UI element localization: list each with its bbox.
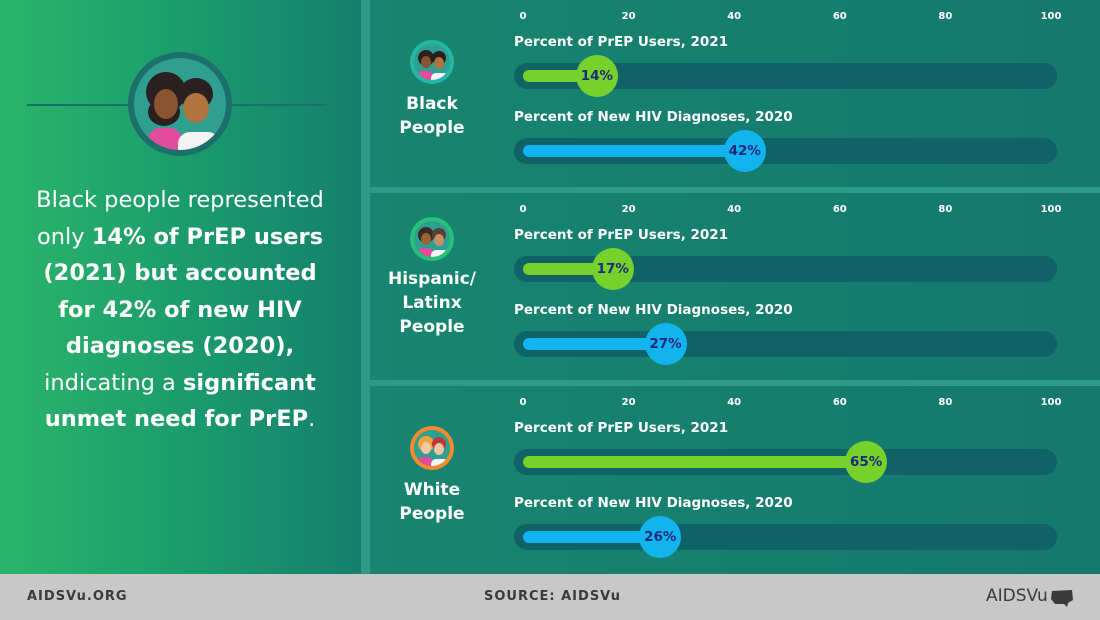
panel-divider [361, 0, 370, 574]
tick-label: 0 [519, 397, 527, 408]
tick-label: 60 [832, 204, 847, 215]
brand-logo: AIDSVu [986, 586, 1048, 606]
hiv-bar [523, 531, 661, 543]
tick-label: 20 [621, 397, 636, 408]
group-label-line: People [399, 317, 465, 337]
tick-label: 40 [727, 204, 742, 215]
tick-label: 100 [1040, 204, 1062, 215]
axis-ticks: 0 20 40 60 80 100 [370, 397, 1100, 411]
tick-label: 100 [1040, 11, 1062, 22]
hiv-value-label: 26% [639, 516, 682, 558]
hiv-bar-track: 42% [514, 130, 1057, 172]
source-text: SOURCE: AIDSVu [484, 589, 622, 604]
hiv-bar [523, 338, 666, 350]
prep-bar [523, 263, 613, 275]
hiv-bar-track: 27% [514, 323, 1057, 365]
tick-label: 0 [519, 204, 527, 215]
us-map-icon [1051, 590, 1073, 607]
group-label-line: White [403, 480, 461, 500]
prep-value-label: 17% [591, 248, 634, 290]
hiv-value-label: 42% [723, 130, 766, 172]
tick-label: 20 [621, 11, 636, 22]
hiv-bar-track: 26% [514, 516, 1057, 558]
axis-ticks: 0 20 40 60 80 100 [370, 11, 1100, 25]
prep-bar [523, 456, 867, 468]
group-label-line: Latinx [402, 293, 462, 313]
prep-bar-title: Percent of PrEP Users, 2021 [514, 34, 729, 50]
footer: AIDSVu.ORG SOURCE: AIDSVu AIDSVu [0, 574, 1100, 620]
hiv-bar-title: Percent of New HIV Diagnoses, 2020 [514, 495, 793, 511]
chart-panel: 0 20 40 60 80 100 Black People Percent of PrEP … [370, 0, 1100, 574]
prep-bar-track: 65% [514, 441, 1057, 483]
summary-panel: Black people represented only 14% of PrE… [0, 0, 361, 574]
tick-label: 80 [938, 204, 953, 215]
axis-ticks: 0 20 40 60 80 100 [370, 204, 1100, 218]
tick-label: 100 [1040, 397, 1062, 408]
tick-label: 60 [832, 11, 847, 22]
prep-value-label: 14% [575, 55, 618, 97]
hiv-bar [523, 145, 745, 157]
site-link[interactable]: AIDSVu.ORG [27, 589, 128, 604]
prep-bar-track: 17% [514, 248, 1057, 290]
group-label-line: Black [406, 94, 458, 114]
white-people-icon [410, 426, 454, 470]
tick-label: 40 [727, 11, 742, 22]
black-people-icon [410, 40, 454, 84]
group-label: Black People [370, 92, 494, 140]
tick-label: 60 [832, 397, 847, 408]
hiv-bar-title: Percent of New HIV Diagnoses, 2020 [514, 109, 793, 125]
group-label-line: People [399, 504, 465, 524]
summary-headline: Black people represented only 14% of PrE… [36, 187, 324, 432]
chart-group: 0 20 40 60 80 100 Black People Percent of PrEP … [370, 0, 1100, 187]
group-label: Hispanic/Latinx People [370, 267, 494, 339]
prep-value-label: 65% [845, 441, 888, 483]
hiv-bar-title: Percent of New HIV Diagnoses, 2020 [514, 302, 793, 318]
group-label: White People [370, 478, 494, 526]
hiv-value-label: 27% [644, 323, 687, 365]
tick-label: 0 [519, 11, 527, 22]
group-separator [370, 380, 1100, 386]
group-separator [370, 187, 1100, 193]
tick-label: 40 [727, 397, 742, 408]
prep-bar-title: Percent of PrEP Users, 2021 [514, 227, 729, 243]
hispanic-latinx-people-icon [410, 217, 454, 261]
tick-label: 80 [938, 11, 953, 22]
group-label-line: Hispanic/ [387, 269, 477, 289]
prep-bar-title: Percent of PrEP Users, 2021 [514, 420, 729, 436]
chart-group: 0 20 40 60 80 100 White People Percent of PrEP … [370, 386, 1100, 573]
chart-group: 0 20 40 60 80 100 Hispanic/Latinx People Percen… [370, 193, 1100, 380]
prep-bar-track: 14% [514, 55, 1057, 97]
tick-label: 80 [938, 397, 953, 408]
group-label-line: People [399, 118, 465, 138]
black-people-avatar-icon [128, 52, 232, 156]
tick-label: 20 [621, 204, 636, 215]
